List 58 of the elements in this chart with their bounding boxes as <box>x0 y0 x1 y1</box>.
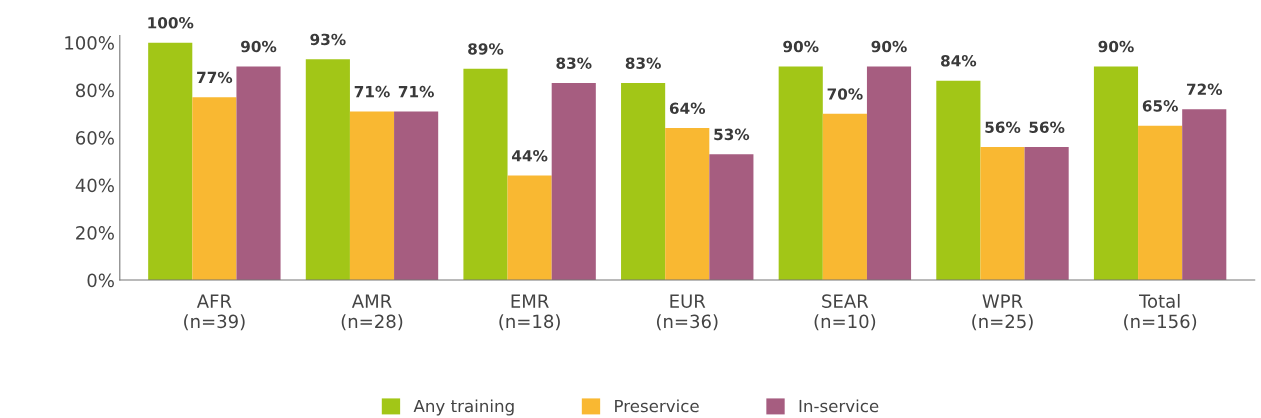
y-tick-label: 60% <box>76 131 114 145</box>
data-label: 77% <box>197 71 233 84</box>
data-label: 90% <box>783 40 819 53</box>
bar <box>709 154 754 281</box>
x-tick-label: AFR (n=39) <box>184 294 245 331</box>
data-label: 44% <box>512 149 548 162</box>
bar <box>936 80 981 281</box>
x-tick-label: Total (n=156) <box>1124 293 1197 331</box>
data-label: 83% <box>625 57 661 69</box>
bar <box>463 68 508 281</box>
y-tick-label: 100% <box>65 36 114 50</box>
bar <box>1024 147 1069 281</box>
bar <box>665 128 710 281</box>
bar <box>822 113 867 281</box>
bar <box>980 147 1025 281</box>
data-label: 56% <box>1029 121 1065 134</box>
bar <box>236 66 281 281</box>
data-label: 71% <box>398 85 434 98</box>
bar <box>305 59 350 281</box>
data-label: 84% <box>941 55 977 67</box>
data-label: 90% <box>1098 40 1134 53</box>
legend-label: Preservice <box>615 399 699 413</box>
bar <box>1138 125 1183 281</box>
data-label: 71% <box>354 85 390 98</box>
legend-label: In-service <box>799 399 879 413</box>
data-label: 93% <box>310 33 346 46</box>
bar <box>1182 109 1227 281</box>
bar <box>866 66 912 281</box>
data-label: 64% <box>669 102 706 115</box>
bar <box>148 42 193 281</box>
data-label: 89% <box>468 43 504 55</box>
legend-label: Any training <box>413 399 514 416</box>
y-tick-label: 20% <box>76 226 114 240</box>
y-tick-label: 0% <box>87 273 114 288</box>
bar <box>778 66 823 281</box>
data-label: 70% <box>827 88 863 100</box>
x-tick-label: SEAR (n=10) <box>814 294 876 331</box>
y-tick-label: 40% <box>75 178 114 193</box>
x-tick-label: AMR (n=28) <box>341 294 403 331</box>
bar <box>551 83 596 281</box>
data-label: 72% <box>1186 83 1223 96</box>
bar <box>349 111 395 281</box>
x-tick-label: EMR (n=18) <box>499 294 560 331</box>
x-tick-label: WPR (n=25) <box>972 294 1033 331</box>
bar <box>192 97 237 281</box>
bar <box>507 175 552 281</box>
data-label: 56% <box>985 121 1021 134</box>
data-label: 90% <box>871 40 907 53</box>
data-label: 83% <box>556 57 592 69</box>
y-tick-label: 80% <box>76 83 114 98</box>
data-label: 100% <box>148 17 194 29</box>
data-label: 53% <box>714 128 750 141</box>
data-label: 65% <box>1142 100 1178 112</box>
bar <box>621 83 666 281</box>
x-tick-label: EUR (n=36) <box>656 294 718 331</box>
bar <box>394 111 439 281</box>
bar <box>1093 66 1139 281</box>
data-label: 90% <box>241 40 277 53</box>
